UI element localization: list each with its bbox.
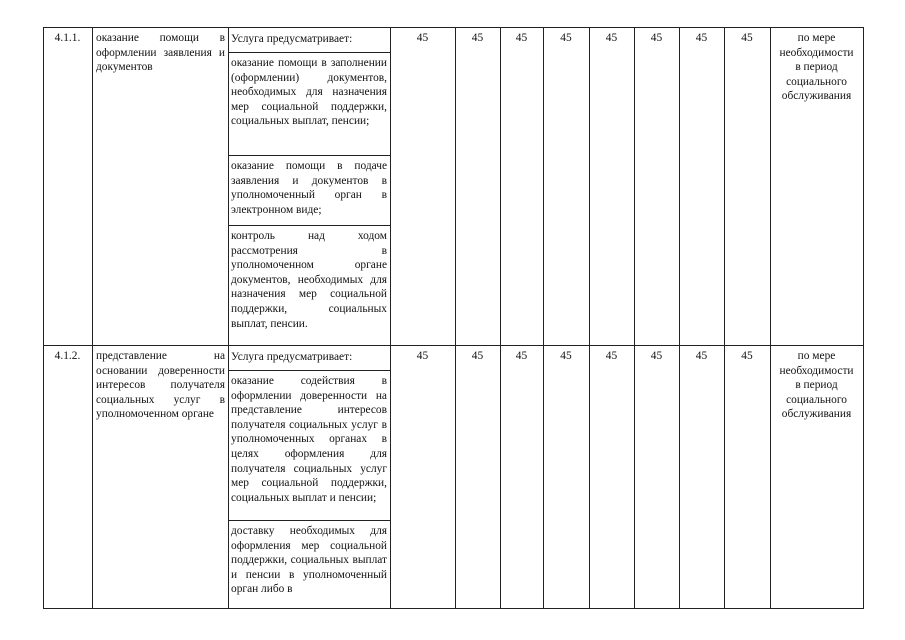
service-name: оказание помощи в оформлении заявления и… <box>96 32 225 74</box>
column-divider <box>43 27 44 609</box>
value-cell: 45 <box>515 32 528 44</box>
column-divider <box>390 27 391 609</box>
value-cell: 45 <box>695 32 708 44</box>
value-cell: 45 <box>741 32 753 44</box>
value-cell: 45 <box>650 350 663 362</box>
row-number: 4.1.2. <box>54 350 81 362</box>
subcell-divider <box>228 225 390 226</box>
column-divider <box>228 27 229 609</box>
column-divider <box>863 27 864 609</box>
subcell-divider <box>228 370 390 371</box>
column-divider <box>679 27 680 609</box>
column-divider <box>724 27 725 609</box>
column-divider <box>500 27 501 609</box>
subcell-divider <box>228 155 390 156</box>
value-cell: 45 <box>416 32 429 44</box>
service-header: Услуга предусматривает: <box>231 33 353 45</box>
table-border <box>43 27 864 28</box>
table-border <box>43 608 864 609</box>
column-divider <box>543 27 544 609</box>
subcell-divider <box>228 52 390 53</box>
value-cell: 45 <box>416 350 429 362</box>
service-item: оказание помощи в заполнении (оформлении… <box>231 57 387 128</box>
column-divider <box>634 27 635 609</box>
value-cell: 45 <box>471 350 484 362</box>
value-cell: 45 <box>650 32 663 44</box>
frequency: по мере необходимости в период социально… <box>779 32 854 103</box>
service-name: представление на основании доверенности … <box>96 350 225 421</box>
column-divider <box>589 27 590 609</box>
column-divider <box>455 27 456 609</box>
service-item: контроль над ходом рассмотрения в уполно… <box>231 230 387 330</box>
value-cell: 45 <box>695 350 708 362</box>
service-header: Услуга предусматривает: <box>231 351 353 363</box>
value-cell: 45 <box>605 350 618 362</box>
service-item: оказание помощи в подаче заявления и док… <box>231 160 387 216</box>
row-number: 4.1.1. <box>54 32 81 44</box>
value-cell: 45 <box>515 350 528 362</box>
row-divider <box>43 345 864 346</box>
subcell-divider <box>228 520 390 521</box>
value-cell: 45 <box>471 32 484 44</box>
frequency: по мере необходимости в период социально… <box>779 350 854 421</box>
value-cell: 45 <box>560 350 572 362</box>
value-cell: 45 <box>560 32 572 44</box>
value-cell: 45 <box>605 32 618 44</box>
column-divider <box>770 27 771 609</box>
service-item: доставку необходимых для оформления мер … <box>231 525 387 596</box>
value-cell: 45 <box>741 350 753 362</box>
column-divider <box>92 27 93 609</box>
service-item: оказание содействия в оформлении доверен… <box>231 375 387 504</box>
